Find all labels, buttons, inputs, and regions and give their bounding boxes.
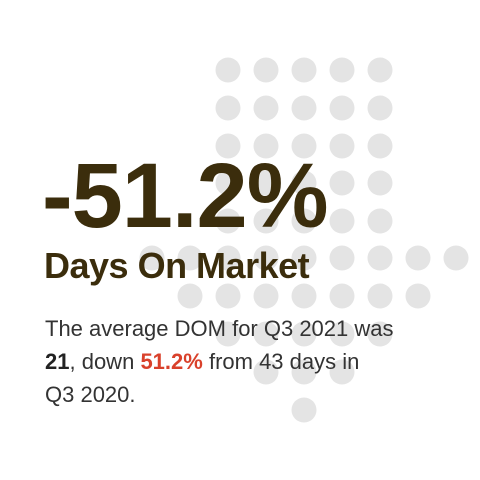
dot — [405, 245, 431, 271]
text: , down — [69, 349, 135, 374]
dot — [329, 321, 355, 347]
dot — [329, 170, 355, 196]
dot — [253, 133, 279, 159]
dot — [253, 283, 279, 309]
dot — [215, 245, 241, 271]
description-line: Q3 2020. — [45, 382, 136, 407]
description-line: 21, down 51.2% from 43 days in — [45, 345, 394, 378]
dot — [253, 170, 279, 196]
dot — [367, 95, 393, 121]
dot — [329, 95, 355, 121]
dot — [253, 359, 279, 385]
dot — [329, 208, 355, 234]
dot — [253, 321, 279, 347]
dot — [291, 359, 317, 385]
dot — [443, 245, 469, 271]
dot — [215, 283, 241, 309]
dot — [253, 57, 279, 83]
dot — [291, 245, 317, 271]
current-value: 21 — [45, 349, 70, 374]
dot — [291, 397, 317, 423]
dot — [367, 321, 393, 347]
dot — [215, 57, 241, 83]
dot — [367, 283, 393, 309]
dot — [329, 283, 355, 309]
dot — [291, 208, 317, 234]
dot — [291, 57, 317, 83]
change-value: 51.2% — [140, 349, 203, 374]
dot — [215, 133, 241, 159]
dot — [215, 95, 241, 121]
dot — [405, 283, 431, 309]
description-line: The average DOM for Q3 2021 was — [45, 316, 394, 341]
dot — [329, 359, 355, 385]
dot — [367, 57, 393, 83]
dot — [253, 95, 279, 121]
dot — [367, 245, 393, 271]
dot — [291, 170, 317, 196]
dot — [177, 245, 203, 271]
dot — [367, 208, 393, 234]
dot — [291, 283, 317, 309]
dot — [329, 133, 355, 159]
headline-label: Days On Market — [44, 245, 310, 286]
dot — [291, 133, 317, 159]
dot — [291, 321, 317, 347]
dot — [215, 170, 241, 196]
dot — [215, 208, 241, 234]
dot — [253, 245, 279, 271]
dot — [367, 170, 393, 196]
headline-value: -51.2% — [42, 145, 328, 247]
text: from 43 days in — [208, 349, 360, 374]
dot — [329, 245, 355, 271]
dot — [253, 208, 279, 234]
description: The average DOM for Q3 2021 was 21, down… — [45, 312, 394, 411]
dot — [291, 95, 317, 121]
dot — [215, 321, 241, 347]
dot — [177, 283, 203, 309]
dot — [139, 245, 165, 271]
dot — [367, 133, 393, 159]
dot — [329, 57, 355, 83]
